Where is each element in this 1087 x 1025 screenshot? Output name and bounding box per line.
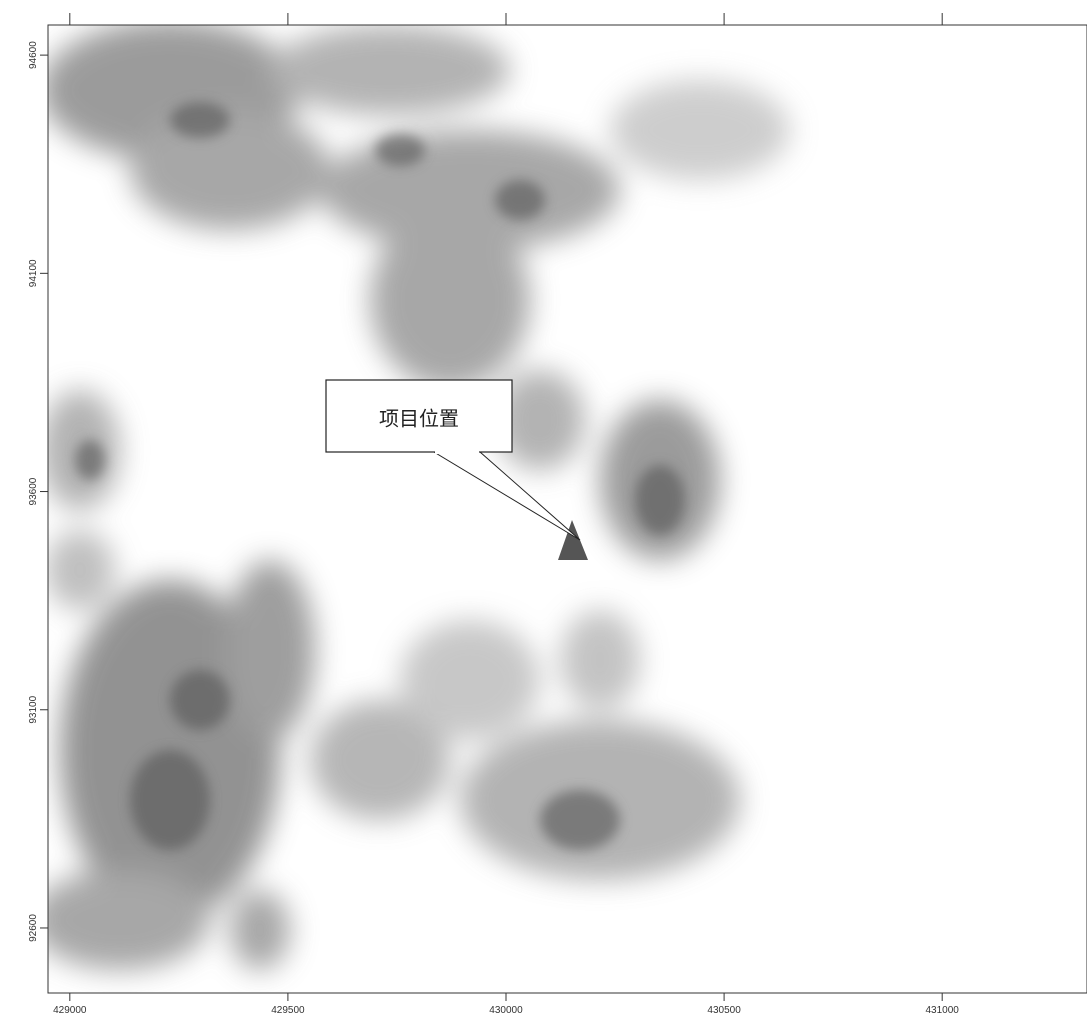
x-tick-label: 429000 [53,1005,87,1016]
y-tick-label: 94600 [28,41,39,69]
x-tick-label: 430500 [707,1005,741,1016]
callout-joint [435,449,479,454]
y-tick-label: 92600 [28,914,39,942]
x-tick-label: 429500 [271,1005,305,1016]
y-tick-label: 94100 [28,259,39,287]
terrain-map: 429000 429500 430000 430500 431000 94600 94100… [0,0,1087,1025]
callout-label: 项目位置 [379,407,459,431]
x-tick-label: 430000 [489,1005,523,1016]
x-tick-label: 431000 [925,1005,959,1016]
y-tick-label: 93600 [28,477,39,505]
y-tick-label: 93100 [28,695,39,723]
